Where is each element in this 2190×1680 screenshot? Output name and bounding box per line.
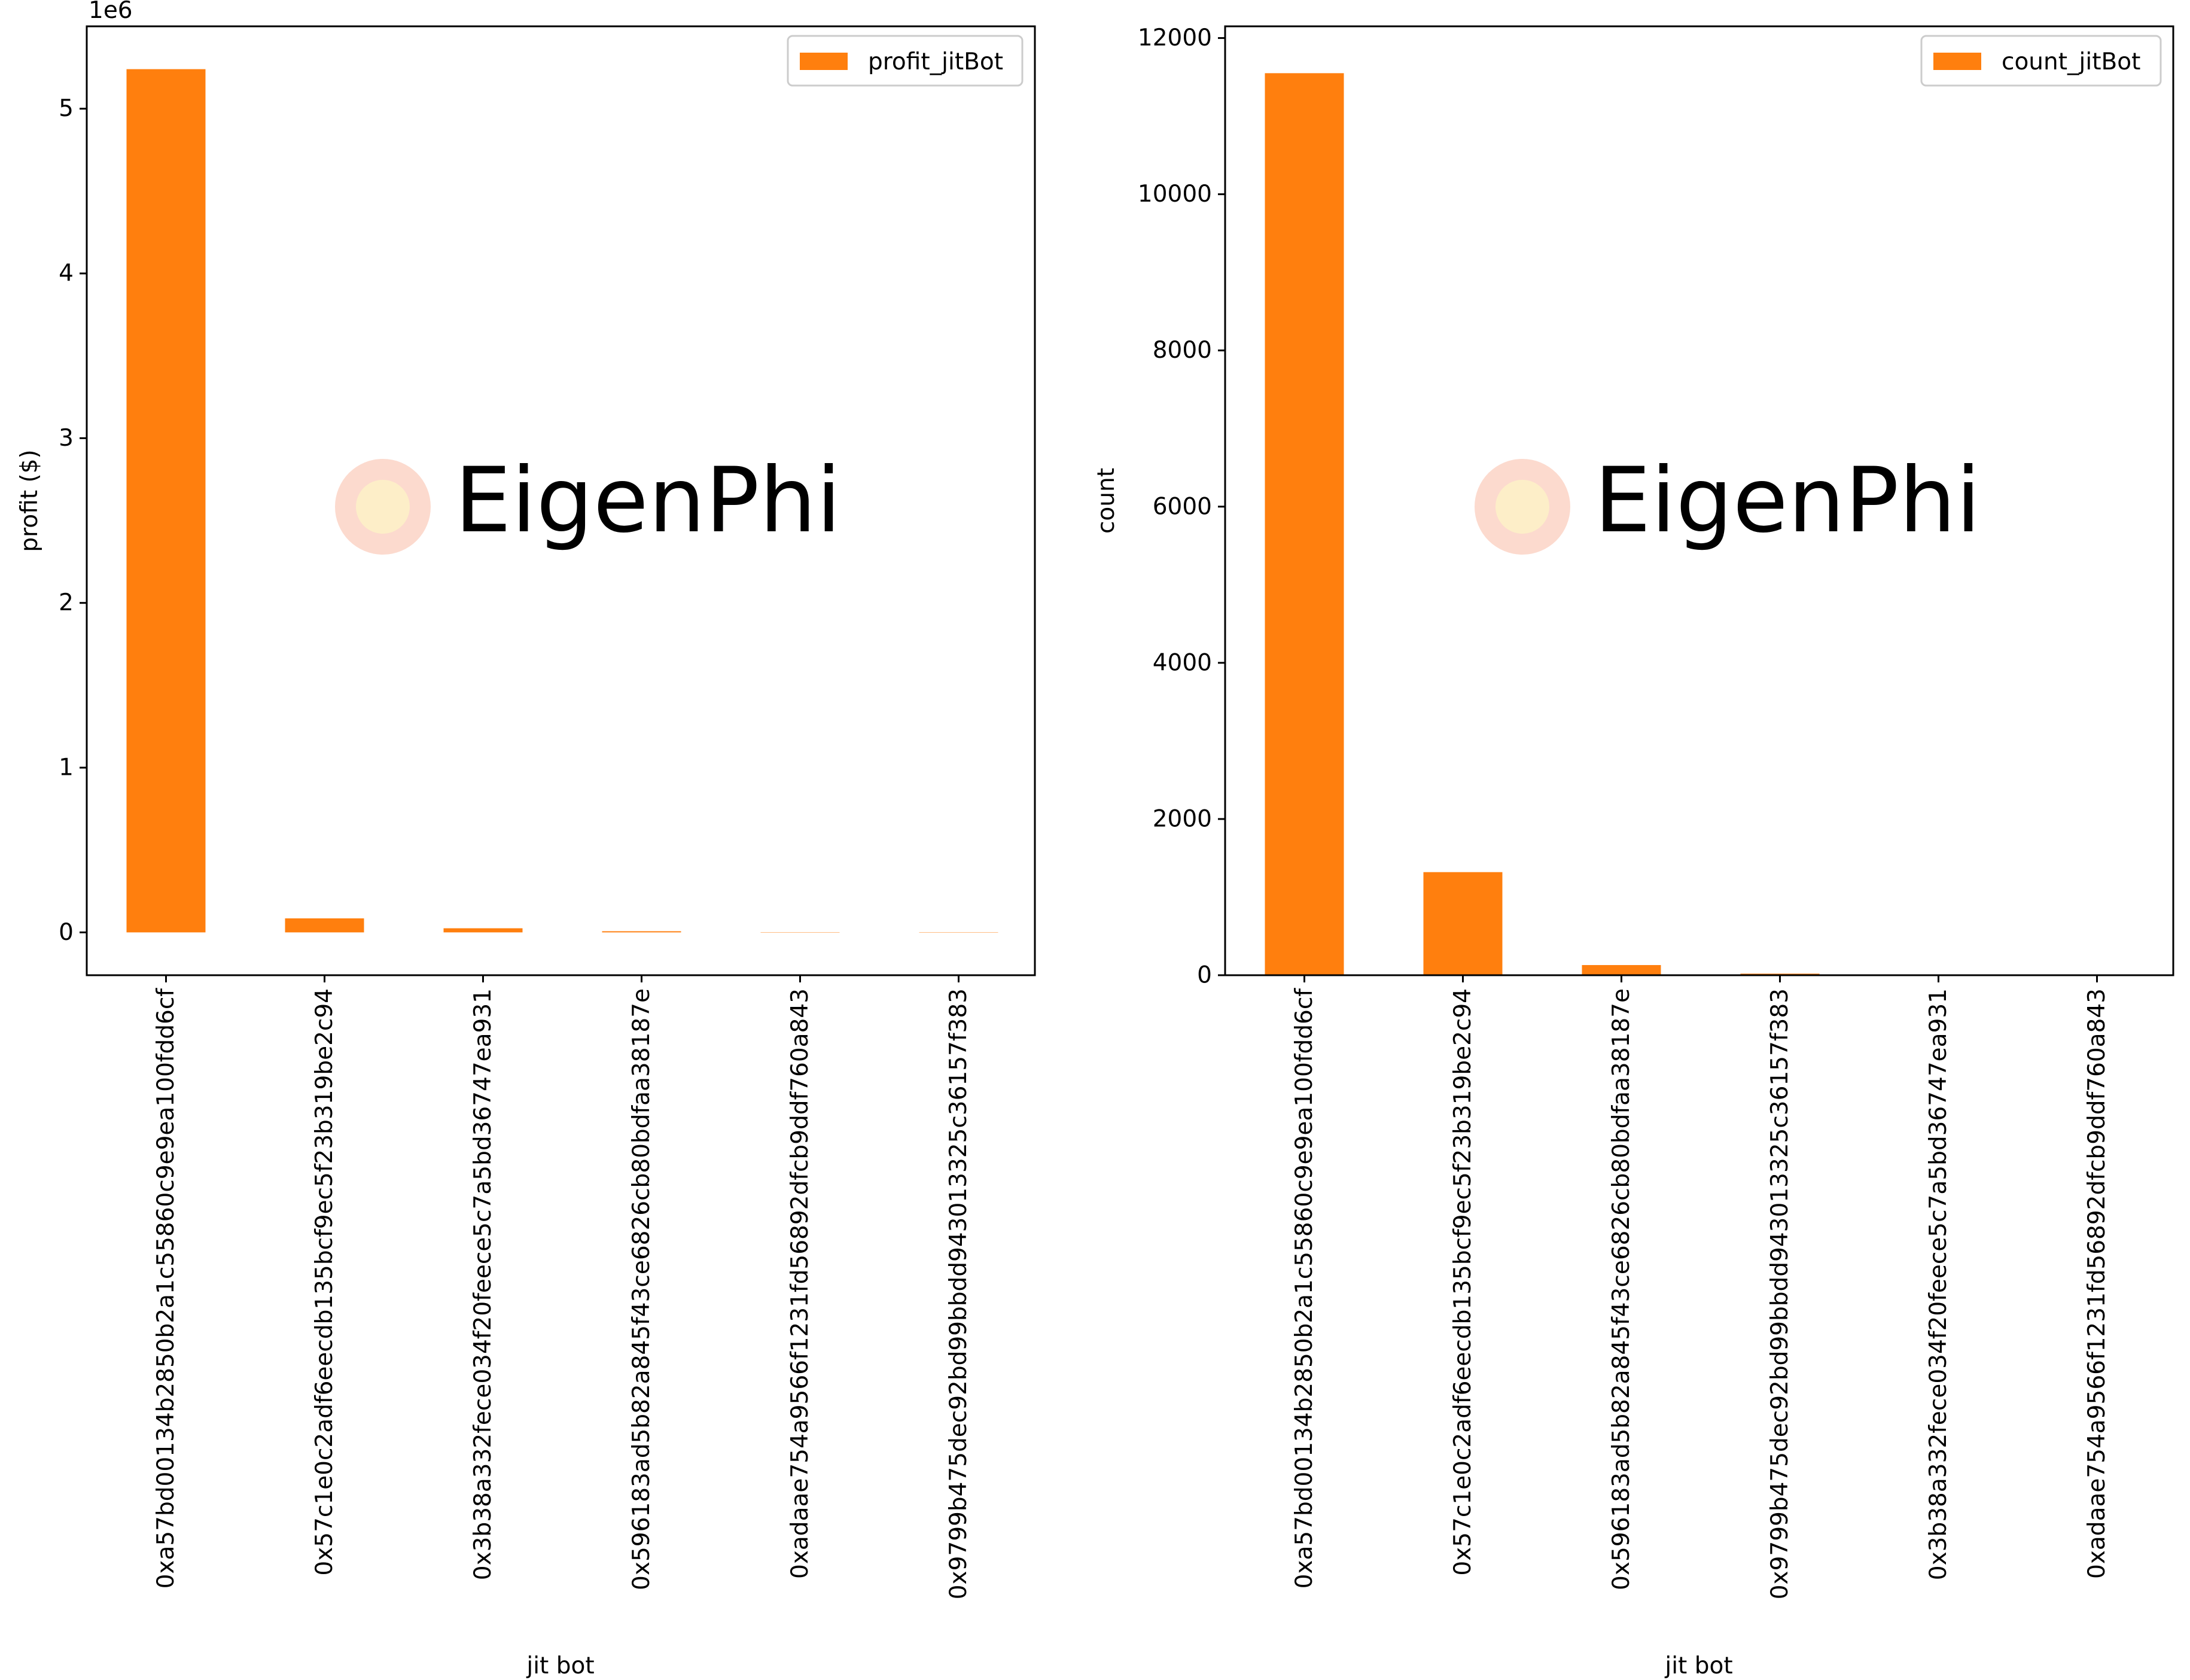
- y-tick-label: 2: [59, 589, 74, 616]
- y-tick-label: 0: [1197, 962, 1212, 989]
- legend: profit_jitBot: [787, 35, 1024, 87]
- x-tick-label: 0x57c1e0c2adf6eecdb135bcf9ec5f23b319be2c…: [1449, 988, 1476, 1576]
- y-tick-label: 0: [59, 919, 74, 946]
- y-tick-label: 12000: [1138, 25, 1212, 51]
- x-tick-label: 0xa57bd00134b2850b2a1c55860c9e9ea100fdd6…: [153, 988, 179, 1589]
- y-tick-label: 4000: [1153, 649, 1212, 676]
- y-ticks: 0 2000 4000 6000 8000 10000 12000: [1138, 25, 1225, 989]
- x-tick-label: 0xadaae754a9566f1231fd56892dfcb9ddf760a8…: [2084, 988, 2110, 1579]
- x-tick-label: 0x3b38a332fece034f20feece5c7a5bd36747ea9…: [1925, 988, 1952, 1580]
- y-tick-label: 4: [59, 260, 74, 287]
- x-tick-label: 0xa57bd00134b2850b2a1c55860c9e9ea100fdd6…: [1291, 988, 1318, 1589]
- bar-2: [443, 928, 523, 933]
- bar-0: [1265, 73, 1344, 975]
- y-offset-label: 1e6: [89, 0, 133, 24]
- bar-4: [760, 932, 840, 933]
- legend: count_jitBot: [1920, 35, 2162, 87]
- legend-frame: [1920, 35, 2162, 87]
- x-tick-label: 0xadaae754a9566f1231fd56892dfcb9ddf760a8…: [787, 988, 814, 1579]
- bar-1: [1423, 872, 1503, 975]
- bars: [1265, 73, 2137, 976]
- y-axis-label: count: [1093, 468, 1120, 534]
- profit-chart: EigenPhi 0 1 2 3 4 5 0xa57bd00134b2850b2a1c55…: [16, 0, 1036, 1679]
- x-ticks: 0xa57bd00134b2850b2a1c55860c9e9ea100fdd6…: [153, 975, 972, 1599]
- watermark-logo-inner: [1495, 480, 1549, 534]
- bar-3: [602, 931, 681, 933]
- legend-label: profit_jitBot: [868, 48, 1003, 75]
- bar-2: [1582, 965, 1661, 975]
- y-ticks: 0 1 2 3 4 5: [59, 95, 87, 946]
- x-tick-label: 0x596183ad5b82a845f43ce6826cb80bdfaa3818…: [1608, 988, 1635, 1590]
- y-axis-label: profit ($): [16, 449, 43, 552]
- watermark-logo-inner: [356, 480, 410, 534]
- bar-5: [919, 932, 998, 933]
- legend-frame: [787, 35, 1024, 87]
- y-tick-label: 8000: [1153, 337, 1212, 364]
- x-ticks: 0xa57bd00134b2850b2a1c55860c9e9ea100fdd6…: [1291, 975, 2110, 1599]
- x-tick-label: 0x596183ad5b82a845f43ce6826cb80bdfaa3818…: [628, 988, 655, 1590]
- bars: [126, 69, 998, 933]
- x-tick-label: 0x9799b475dec92bd99bbdd943013325c36157f3…: [1766, 988, 1793, 1599]
- y-tick-label: 3: [59, 425, 74, 452]
- legend-label: count_jitBot: [2002, 48, 2140, 75]
- legend-swatch: [800, 53, 848, 70]
- watermark-text: EigenPhi: [455, 449, 841, 553]
- axes-frame: [1224, 25, 2174, 976]
- x-axis-label: jit bot: [1664, 1652, 1732, 1679]
- y-tick-label: 5: [59, 95, 74, 122]
- y-tick-label: 10000: [1138, 181, 1212, 208]
- watermark-text: EigenPhi: [1594, 449, 1981, 553]
- axes-frame: [86, 25, 1036, 976]
- watermark: EigenPhi: [1475, 449, 1981, 555]
- legend-swatch: [1933, 53, 1981, 70]
- x-axis-label: jit bot: [526, 1652, 594, 1679]
- y-tick-label: 1: [59, 754, 74, 781]
- x-tick-label: 0x3b38a332fece034f20feece5c7a5bd36747ea9…: [470, 988, 497, 1580]
- watermark: EigenPhi: [335, 449, 841, 555]
- bar-0: [126, 69, 206, 933]
- count-chart: EigenPhi 0 2000 4000 6000 8000 10000 12000 0xa…: [1093, 25, 2174, 1679]
- x-tick-label: 0x57c1e0c2adf6eecdb135bcf9ec5f23b319be2c…: [311, 988, 338, 1576]
- x-tick-label: 0x9799b475dec92bd99bbdd943013325c36157f3…: [945, 988, 972, 1599]
- bar-1: [285, 918, 364, 933]
- y-tick-label: 2000: [1153, 805, 1212, 832]
- y-tick-label: 6000: [1153, 493, 1212, 520]
